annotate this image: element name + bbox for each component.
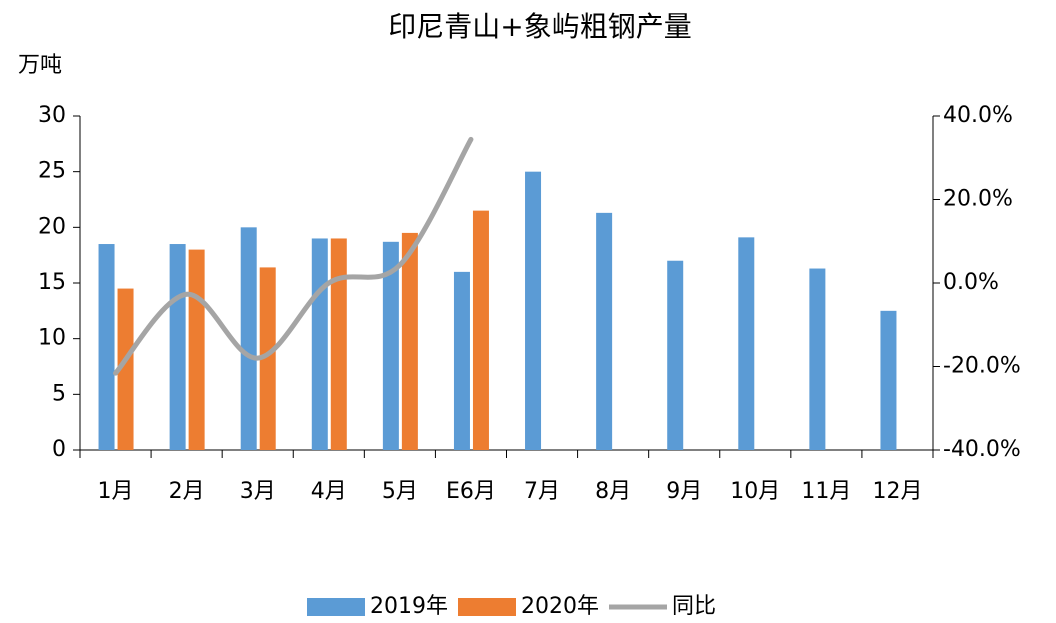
x-tick-label: 2月 [169,479,205,504]
bar [453,271,470,450]
y2-tick-label: 20.0% [943,187,1013,212]
bar [330,238,347,450]
legend-label: 2019年 [370,594,448,619]
x-tick-label: 4月 [311,479,347,504]
chart-title: 印尼青山+象屿粗钢产量 [388,10,691,43]
x-tick-label: 7月 [524,479,560,504]
bar [809,268,826,450]
bar [169,244,186,450]
x-tick-label: 9月 [666,479,702,504]
legend-swatch [458,598,516,616]
legend-label: 同比 [672,594,716,619]
x-tick-label: E6月 [446,479,496,504]
y2-tick-label: 0.0% [943,270,999,295]
bar [880,310,897,450]
y2-tick-label: -20.0% [943,354,1021,379]
y-tick-label: 30 [38,103,66,128]
bar [240,227,257,450]
bar [382,241,399,450]
bar [401,232,418,450]
y-tick-label: 0 [52,437,66,462]
x-tick-label: 11月 [801,479,851,504]
x-tick-label: 8月 [595,479,631,504]
y-axis-label: 万吨 [18,53,62,78]
bar [738,237,755,450]
y-tick-label: 25 [38,159,66,184]
legend-label: 2020年 [521,594,599,619]
y-tick-label: 5 [52,381,66,406]
y-tick-label: 20 [38,214,66,239]
x-tick-label: 3月 [240,479,276,504]
bar [98,244,115,450]
bar [311,238,328,450]
y2-tick-label: 40.0% [943,103,1013,128]
x-tick-label: 5月 [382,479,418,504]
bar [667,260,684,450]
legend-swatch [307,598,365,616]
bar [188,249,205,450]
bar [525,171,542,450]
bar [259,267,276,450]
y2-tick-label: -40.0% [943,437,1021,462]
bar [117,288,134,450]
x-tick-label: 1月 [98,479,134,504]
bar [596,212,613,450]
x-tick-label: 12月 [872,479,922,504]
bar [472,210,489,450]
line [113,136,474,376]
x-tick-label: 10月 [730,479,780,504]
y-tick-label: 10 [38,326,66,351]
y-tick-label: 15 [38,270,66,295]
